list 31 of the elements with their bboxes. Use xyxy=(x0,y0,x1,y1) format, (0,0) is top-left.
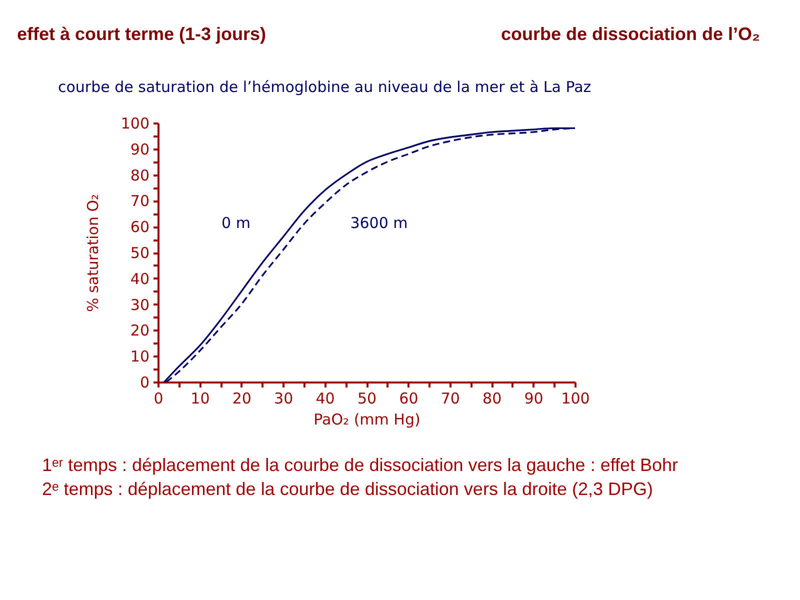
x-tick-label: 70 xyxy=(440,390,460,408)
chart-title: effet à court terme (1-3 jours) xyxy=(17,24,266,44)
y-tick-label: 20 xyxy=(130,322,150,340)
x-tick-label: 50 xyxy=(357,390,377,408)
y-tick-label: 90 xyxy=(130,140,150,158)
x-tick-label: 100 xyxy=(561,390,590,408)
y-axis-title: % saturation O₂ xyxy=(84,194,102,312)
y-tick-label: 40 xyxy=(130,270,150,288)
x-tick-label: 60 xyxy=(399,390,418,408)
x-tick-label: 20 xyxy=(232,390,252,408)
y-tick-label: 80 xyxy=(130,166,150,184)
y-tick-label: 50 xyxy=(130,244,150,262)
y-tick-label: 100 xyxy=(120,114,150,132)
text: 1ᵉʳ temps : déplacement de la courbe de dissociation vers la gauche : effet Bohr xyxy=(42,455,678,475)
y-tick-label: 0 xyxy=(140,374,150,392)
x-tick-label: 30 xyxy=(274,390,294,408)
annotation: 3600 m xyxy=(350,214,408,232)
x-tick-label: 10 xyxy=(190,390,210,408)
text: 2ᵉ temps : déplacement de la courbe de dissociation vers la droite (2,3 DPG) xyxy=(42,479,653,499)
x-tick-label: 80 xyxy=(482,390,502,408)
y-tick-label: 70 xyxy=(130,192,150,210)
x-tick-label: 0 xyxy=(154,390,164,408)
annotation: 0 m xyxy=(222,214,250,232)
text: courbe de dissociation de l’O₂ xyxy=(500,24,760,44)
x-axis-title: PaO₂ (mm Hg) xyxy=(314,410,420,428)
x-tick-label: 90 xyxy=(524,390,544,408)
y-tick-label: 10 xyxy=(130,348,150,366)
y-tick-label: 60 xyxy=(130,218,150,236)
x-tick-label: 40 xyxy=(316,390,335,408)
y-tick-label: 30 xyxy=(130,296,150,314)
chart-subtitle: courbe de saturation de l’hémoglobine au niveau de la mer et à La Paz xyxy=(58,78,592,96)
